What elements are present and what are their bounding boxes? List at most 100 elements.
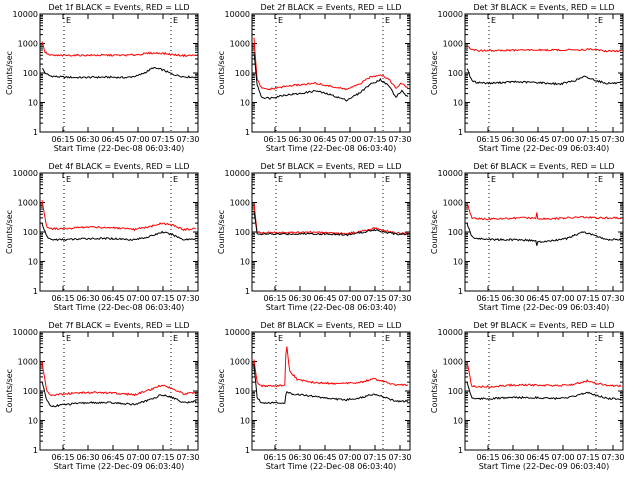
x-tick-label: 07:15 [576, 135, 599, 144]
y-tick-label: 10000 [13, 10, 38, 19]
chart-title: Det 1f BLACK = Events, RED = LLD [48, 3, 189, 12]
marker-label: E [173, 175, 178, 184]
series-line-red [253, 203, 409, 235]
x-axis-label: Start Time (22-Dec-09 06:03:40) [479, 303, 610, 312]
y-tick-label: 100 [23, 69, 38, 78]
chart-panel-1: Det 1f BLACK = Events, RED = LLD 1 10 100 10… [5, 3, 200, 153]
x-axis-label: Start Time (22-Dec-08 06:03:40) [266, 303, 397, 312]
x-tick-label: 06:15 [51, 453, 74, 462]
y-axis-label: Counts/sec [5, 51, 14, 95]
y-tick-label: 1 [245, 446, 250, 455]
x-tick-label: 06:30 [288, 294, 311, 303]
y-tick-label: 1 [458, 446, 463, 455]
x-tick-label: 06:15 [476, 294, 499, 303]
x-tick-label: 06:15 [476, 453, 499, 462]
chart-title: Det 9f BLACK = Events, RED = LLD [473, 321, 614, 330]
chart-panel-5: Det 5f BLACK = Events, RED = LLD 1 10 100 10… [217, 162, 412, 312]
x-tick-label: 06:30 [288, 453, 311, 462]
y-tick-label: 10 [453, 258, 463, 267]
chart-title: Det 3f BLACK = Events, RED = LLD [473, 3, 614, 12]
y-tick-label: 1000 [230, 40, 250, 49]
x-tick-label: 07:30 [388, 135, 411, 144]
x-tick-label: 06:45 [313, 453, 336, 462]
x-tick-label: 06:30 [76, 294, 99, 303]
y-tick-label: 1000 [230, 199, 250, 208]
chart-panel-3: Det 3f BLACK = Events, RED = LLD 1 10 100 10… [430, 3, 625, 153]
series-line-black [466, 68, 621, 86]
marker-label: E [66, 334, 71, 343]
marker-label: E [173, 334, 178, 343]
x-tick-label: 06:45 [526, 135, 549, 144]
chart-panel-9: Det 9f BLACK = Events, RED = LLD 1 10 100 10… [430, 321, 625, 471]
chart-title: Det 7f BLACK = Events, RED = LLD [48, 321, 189, 330]
chart-panel-8: Det 8f BLACK = Events, RED = LLD 1 10 100 10… [217, 321, 412, 471]
x-tick-label: 06:30 [501, 294, 524, 303]
series-line-red [41, 200, 197, 232]
series-line-red [466, 202, 622, 221]
x-axis-label: Start Time (22-Dec-09 06:03:40) [479, 462, 610, 471]
chart-title: Det 2f BLACK = Events, RED = LLD [260, 3, 401, 12]
y-tick-label: 10000 [438, 169, 463, 178]
y-tick-label: 100 [235, 228, 250, 237]
y-tick-label: 1 [33, 128, 38, 137]
x-tick-label: 07:00 [126, 135, 149, 144]
x-tick-label: 07:00 [338, 453, 361, 462]
y-axis-label: Counts/sec [217, 369, 226, 413]
series-line-black [253, 52, 409, 102]
chart-title: Det 8f BLACK = Events, RED = LLD [260, 321, 401, 330]
y-tick-label: 1000 [230, 358, 250, 367]
x-axis-label: Start Time (22-Dec-09 06:03:40) [54, 462, 185, 471]
x-tick-label: 07:30 [601, 294, 624, 303]
x-tick-label: 06:45 [101, 135, 124, 144]
y-tick-label: 10000 [225, 169, 250, 178]
x-tick-label: 07:00 [126, 294, 149, 303]
y-tick-label: 10000 [225, 328, 250, 337]
x-tick-label: 06:15 [263, 294, 286, 303]
y-axis-label: Counts/sec [430, 210, 439, 254]
marker-label: E [66, 175, 71, 184]
x-tick-label: 07:30 [388, 294, 411, 303]
x-tick-label: 07:30 [176, 453, 199, 462]
series-line-black [41, 66, 197, 79]
y-tick-label: 1000 [443, 199, 463, 208]
x-axis-label: Start Time (22-Dec-08 06:03:40) [266, 462, 397, 471]
y-tick-label: 1 [458, 128, 463, 137]
series-line-black [41, 222, 197, 242]
series-line-black [253, 364, 409, 405]
y-tick-label: 100 [448, 69, 463, 78]
series-line-black [41, 381, 197, 408]
marker-label: E [278, 16, 283, 25]
x-tick-label: 06:30 [288, 135, 311, 144]
y-tick-label: 1 [245, 128, 250, 137]
x-tick-label: 07:00 [126, 453, 149, 462]
y-tick-label: 10000 [438, 10, 463, 19]
y-axis-label: Counts/sec [217, 51, 226, 95]
x-tick-label: 07:15 [576, 453, 599, 462]
series-line-red [466, 44, 622, 53]
y-tick-label: 1000 [18, 40, 38, 49]
marker-label: E [173, 16, 178, 25]
marker-label: E [278, 334, 283, 343]
x-tick-label: 07:15 [151, 453, 174, 462]
y-tick-label: 100 [235, 387, 250, 396]
series-line-red [466, 361, 622, 389]
x-tick-label: 06:15 [51, 294, 74, 303]
x-tick-label: 07:15 [363, 453, 386, 462]
y-tick-label: 100 [23, 228, 38, 237]
y-axis-label: Counts/sec [430, 369, 439, 413]
x-tick-label: 06:15 [51, 135, 74, 144]
y-tick-label: 1 [458, 287, 463, 296]
x-tick-label: 06:30 [76, 135, 99, 144]
marker-label: E [491, 175, 496, 184]
x-axis-label: Start Time (22-Dec-09 06:03:40) [479, 144, 610, 153]
y-tick-label: 10 [240, 417, 250, 426]
x-tick-label: 06:45 [101, 453, 124, 462]
marker-label: E [598, 175, 603, 184]
marker-label: E [491, 16, 496, 25]
x-tick-label: 06:45 [526, 294, 549, 303]
y-tick-label: 1000 [18, 358, 38, 367]
y-tick-label: 10000 [438, 328, 463, 337]
series-line-red [41, 361, 197, 397]
x-tick-label: 07:30 [176, 135, 199, 144]
